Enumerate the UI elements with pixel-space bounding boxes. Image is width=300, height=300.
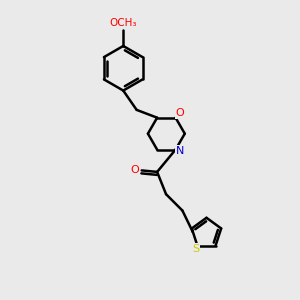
Text: O: O <box>176 108 184 118</box>
Text: O: O <box>131 165 140 176</box>
Text: S: S <box>192 244 200 254</box>
Text: OCH₃: OCH₃ <box>110 18 137 28</box>
Text: N: N <box>176 146 184 156</box>
